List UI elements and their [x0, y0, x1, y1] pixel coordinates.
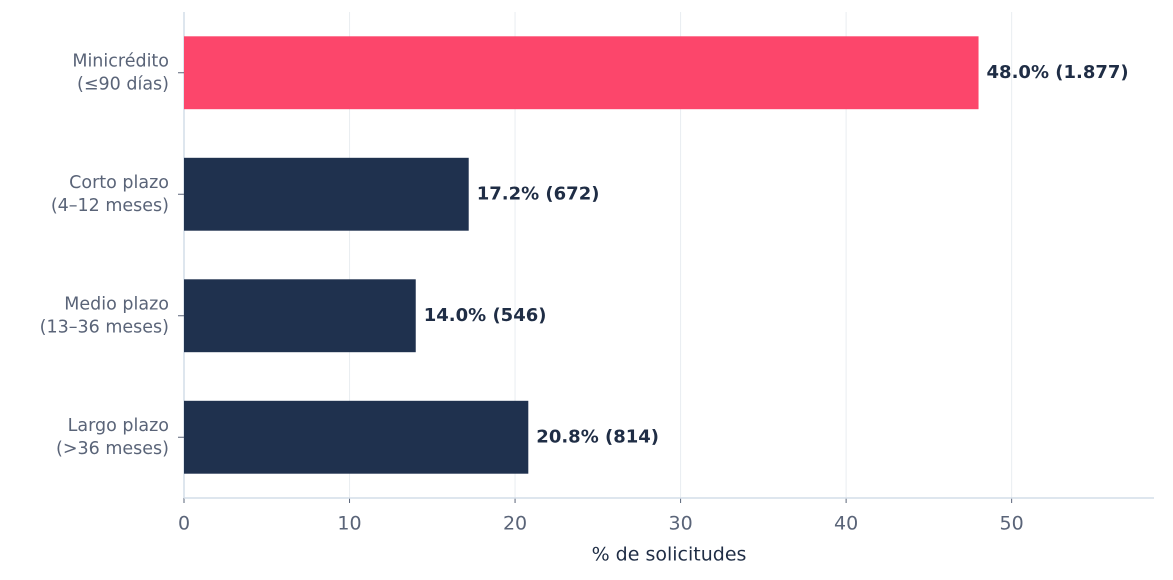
bar [184, 157, 469, 231]
y-tick-label: (>36 meses) [56, 439, 169, 459]
y-tick-label: Medio plazo [64, 294, 169, 314]
x-tick-label: 50 [1000, 513, 1024, 535]
x-tick-label: 40 [834, 513, 858, 535]
y-tick-label: (4–12 meses) [51, 196, 169, 216]
x-tick-label: 20 [503, 513, 527, 535]
y-tick-label: Largo plazo [68, 416, 169, 436]
bar [184, 400, 529, 474]
x-axis-label: % de solicitudes [592, 544, 747, 566]
y-tick-label: (≤90 días) [77, 74, 169, 94]
y-tick-label: (13–36 meses) [40, 317, 169, 337]
x-tick-label: 0 [178, 513, 190, 535]
y-tick-label: Minicrédito [72, 51, 169, 71]
value-label: 20.8% (814) [536, 426, 659, 447]
bar [184, 279, 416, 353]
x-tick-label: 10 [337, 513, 361, 535]
x-tick-label: 30 [668, 513, 692, 535]
bar [184, 36, 979, 110]
value-label: 17.2% (672) [477, 183, 600, 204]
y-tick-label: Corto plazo [69, 173, 169, 193]
value-label: 14.0% (546) [424, 305, 547, 326]
value-label: 48.0% (1.877) [987, 62, 1129, 83]
